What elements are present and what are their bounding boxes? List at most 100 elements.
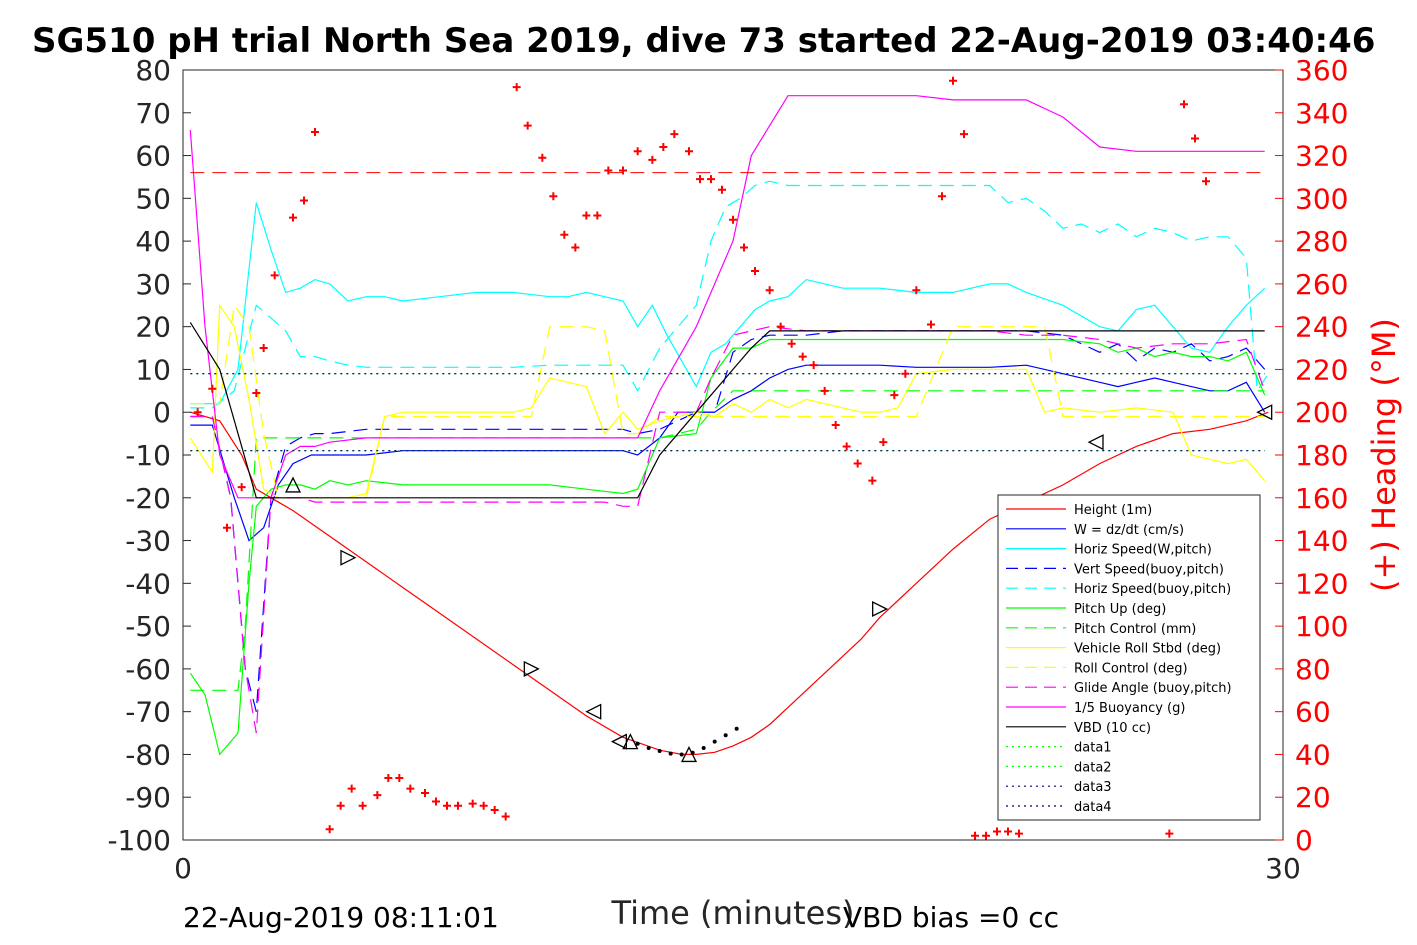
series-line-w-dz-dt-cm-s xyxy=(190,364,1266,542)
heading-point xyxy=(384,773,393,782)
heading-point xyxy=(1165,829,1174,838)
heading-point xyxy=(432,797,440,806)
series-line-vert-speed-buoy-pitch xyxy=(190,330,1266,712)
y-tick-label: -10 xyxy=(125,439,171,472)
heading-point xyxy=(927,320,935,329)
y-right-tick-label: 120 xyxy=(1295,567,1348,600)
heading-point xyxy=(604,166,613,175)
y-right-tick-label: 320 xyxy=(1295,140,1348,173)
series-line-1-5-buoyancy-g xyxy=(189,95,1265,499)
y-right-tick-label: 260 xyxy=(1295,268,1348,301)
legend-label: data1 xyxy=(1074,741,1112,756)
legend-label: Vehicle Roll Stbd (deg) xyxy=(1074,642,1221,657)
heading-point xyxy=(311,128,319,137)
dot-marker xyxy=(701,746,706,751)
heading-point xyxy=(685,147,693,156)
heading-point xyxy=(336,801,345,810)
heading-point xyxy=(831,421,840,430)
legend-label: data2 xyxy=(1074,760,1112,775)
series-line-pitch-up-deg xyxy=(189,338,1266,756)
heading-point xyxy=(729,215,737,224)
heading-point xyxy=(787,339,796,348)
marker-layer xyxy=(284,404,1273,763)
heading-point xyxy=(593,211,602,220)
heading-point xyxy=(347,784,356,793)
y-tick-label: -60 xyxy=(125,653,171,686)
y-tick-label: 50 xyxy=(135,182,171,215)
y-tick-label: 10 xyxy=(135,353,171,386)
heading-point xyxy=(938,192,946,201)
heading-point xyxy=(289,213,297,222)
triangle-left-marker xyxy=(610,733,627,750)
series-line-vbd-10-cc xyxy=(189,322,1265,499)
triangle-right-marker xyxy=(523,660,540,677)
heading-point xyxy=(443,801,451,810)
legend-label: W = dz/dt (cm/s) xyxy=(1074,523,1184,538)
heading-point xyxy=(523,121,532,130)
heading-point xyxy=(490,806,499,815)
legend-label: data3 xyxy=(1074,780,1112,795)
triangle-right-marker xyxy=(340,549,357,566)
heading-point xyxy=(582,211,591,220)
footer-timestamp: 22-Aug-2019 08:11:01 xyxy=(183,901,499,934)
legend-label: Horiz Speed(buoy,pitch) xyxy=(1074,582,1231,597)
y-tick-label: 20 xyxy=(135,311,171,344)
y-tick-label: 30 xyxy=(135,268,171,301)
heading-point xyxy=(648,155,657,164)
heading-point xyxy=(538,153,547,162)
heading-point xyxy=(208,384,217,393)
heading-point xyxy=(842,442,851,451)
footer-vbd-bias: VBD bias =0 cc xyxy=(843,901,1059,934)
y-right-tick-label: 0 xyxy=(1295,824,1313,857)
y-right-tick-label: 340 xyxy=(1295,97,1348,130)
y-tick-label: 60 xyxy=(135,140,171,173)
heading-point xyxy=(300,196,308,205)
heading-point xyxy=(707,175,715,184)
heading-point xyxy=(479,801,488,810)
legend-label: Pitch Up (deg) xyxy=(1074,602,1166,617)
y-tick-label: 80 xyxy=(135,54,171,87)
series-line-horiz-speed-w-pitch xyxy=(190,202,1266,405)
y-tick-label: -80 xyxy=(125,738,171,771)
heading-point xyxy=(868,476,877,485)
y-tick-label: 0 xyxy=(153,396,171,429)
heading-point xyxy=(406,784,415,793)
x-tick-label: 0 xyxy=(174,852,192,885)
y-tick-label: -50 xyxy=(125,610,171,643)
dot-marker xyxy=(668,751,673,756)
heading-point xyxy=(659,143,668,151)
heading-point xyxy=(468,799,477,808)
heading-point xyxy=(325,825,334,834)
dot-marker xyxy=(690,750,695,755)
heading-point xyxy=(373,791,382,800)
right-axis-label: (+) Heading (°M) xyxy=(1365,318,1403,592)
heading-point xyxy=(1191,134,1199,143)
y-right-tick-label: 80 xyxy=(1295,653,1331,686)
heading-point xyxy=(993,827,1001,836)
heading-point xyxy=(193,408,202,417)
heading-point xyxy=(718,185,726,194)
chart-title: SG510 pH trial North Sea 2019, dive 73 s… xyxy=(32,21,1375,61)
heading-point xyxy=(890,391,899,400)
dot-marker xyxy=(734,726,739,731)
y-right-tick-label: 360 xyxy=(1295,54,1348,87)
heading-point xyxy=(270,271,279,280)
y-right-tick-label: 280 xyxy=(1295,225,1348,258)
dot-marker xyxy=(723,733,728,738)
y-right-tick-label: 300 xyxy=(1295,182,1348,215)
y-right-tick-label: 40 xyxy=(1295,738,1331,771)
y-tick-label: -30 xyxy=(125,525,171,558)
legend-label: VBD (10 cc) xyxy=(1074,721,1151,736)
heading-point xyxy=(512,83,521,92)
y-right-tick-label: 20 xyxy=(1295,781,1331,814)
heading-point xyxy=(571,243,580,252)
heading-point xyxy=(549,192,558,201)
triangle-left-marker xyxy=(1256,404,1273,421)
dot-marker xyxy=(646,746,651,751)
y-right-tick-label: 220 xyxy=(1295,353,1348,386)
legend-label: data4 xyxy=(1074,800,1112,815)
heading-point xyxy=(765,286,774,295)
heading-point xyxy=(395,773,404,782)
heading-point xyxy=(1180,100,1188,109)
